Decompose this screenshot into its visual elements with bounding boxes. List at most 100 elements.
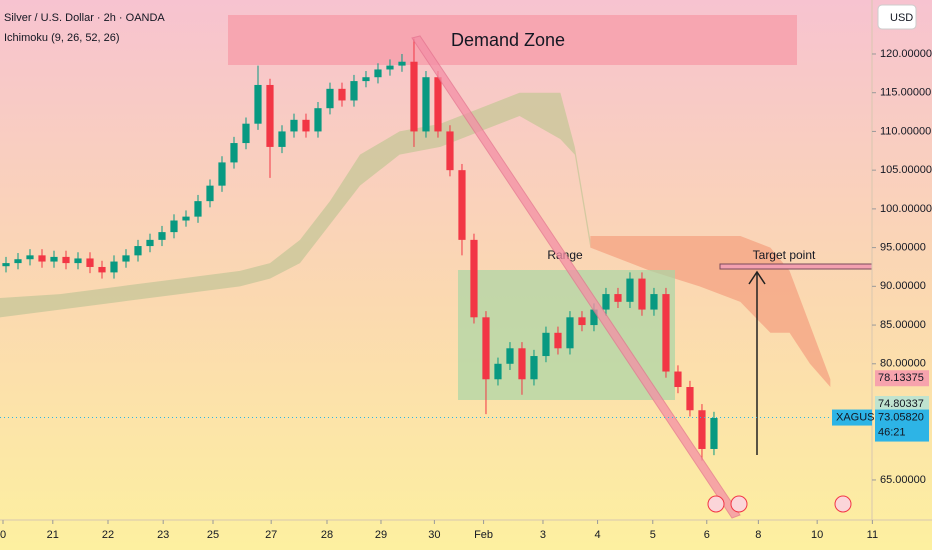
candle-body [146, 239, 154, 247]
x-tick-label: 10 [811, 529, 823, 541]
candle-body [614, 294, 622, 302]
candle-body [62, 256, 70, 264]
candle-body [266, 84, 274, 147]
x-tick-label: 29 [375, 529, 387, 541]
indicator-label: Ichimoku (9, 26, 52, 26) [4, 32, 120, 44]
countdown-label: 46:21 [878, 426, 906, 438]
x-tick-label: 4 [595, 529, 601, 541]
target-line [719, 263, 873, 270]
candle-body [326, 88, 334, 109]
y-tick-label: 65.00000 [880, 474, 926, 486]
x-tick-label: 30 [428, 529, 440, 541]
candle-body [482, 317, 490, 380]
candle-body [290, 119, 298, 132]
candle-body [14, 259, 22, 264]
candle-body [590, 309, 598, 326]
candle-body [86, 258, 94, 267]
candle-body [74, 258, 82, 264]
demand-zone [228, 15, 797, 65]
candle-body [110, 261, 118, 273]
x-tick-label: 23 [157, 529, 169, 541]
demand-zone-label: Demand Zone [451, 30, 565, 50]
candle-body [602, 294, 610, 310]
candle-body [206, 185, 214, 202]
y-tick-label: 100.00000 [880, 203, 932, 215]
x-tick-label: 11 [867, 529, 878, 541]
trendline [411, 35, 741, 519]
y-tick-label: 120.00000 [880, 48, 932, 60]
candle-body [662, 294, 670, 372]
x-tick-label: 6 [704, 529, 710, 541]
candle-body [122, 255, 130, 262]
y-tick-label: 105.00000 [880, 164, 932, 176]
y-axis-label: USD [890, 12, 913, 24]
candle-body [158, 232, 166, 240]
candle-body [194, 201, 202, 217]
x-tick-label: Feb [474, 529, 493, 541]
x-tick-label: 21 [47, 529, 59, 541]
candle-body [434, 77, 442, 132]
event-icon[interactable] [730, 495, 748, 513]
candle-body [638, 278, 646, 310]
x-tick-label: 5 [650, 529, 656, 541]
target-label: Target point [753, 248, 816, 262]
x-tick-label: 8 [755, 529, 761, 541]
x-tick-label: 3 [540, 529, 546, 541]
cloud-area [590, 235, 831, 388]
x-tick-label: 22 [102, 529, 114, 541]
candle-body [398, 61, 406, 66]
price-label-box [875, 370, 929, 387]
symbol-box [832, 409, 872, 426]
x-tick-label: 25 [207, 529, 219, 541]
x-tick-label: 28 [321, 529, 333, 541]
candle-body [494, 363, 502, 380]
candle-body [410, 61, 418, 132]
candle-body [686, 387, 694, 411]
candle-body [470, 239, 478, 318]
y-tick-label: 115.00000 [880, 87, 931, 99]
candle-body [38, 255, 46, 262]
candle-body [458, 170, 466, 240]
candle-body [506, 348, 514, 364]
currency-box[interactable] [877, 4, 917, 30]
candle-body [674, 371, 682, 388]
chart-title: Silver / U.S. Dollar · 2h · OANDA [4, 12, 165, 24]
candle-body [578, 317, 586, 326]
candle-body [362, 77, 370, 82]
candle-body [278, 131, 286, 147]
candle-body [338, 88, 346, 101]
candle-body [350, 81, 358, 101]
candle-body [170, 220, 178, 233]
candle-body [134, 246, 142, 256]
x-tick-label: 0 [0, 529, 6, 541]
event-icon[interactable] [834, 495, 852, 513]
candle-body [50, 256, 58, 262]
candle-body [650, 294, 658, 310]
candle-body [2, 263, 10, 267]
candle-body [98, 266, 106, 273]
y-tick-label: 90.00000 [880, 280, 926, 292]
price-label-box [875, 396, 929, 413]
candle-body [314, 108, 322, 132]
symbol-label: XAGUSD [836, 411, 883, 423]
target-arrow-head [748, 270, 766, 285]
candle-body [302, 119, 310, 132]
candle-body [374, 69, 382, 78]
candle-body [26, 255, 34, 260]
x-tick-label: 27 [265, 529, 277, 541]
candle-body [422, 77, 430, 132]
candle-body [542, 332, 550, 357]
candle-body [566, 317, 574, 349]
candle-body [554, 332, 562, 349]
candle-body [218, 162, 226, 186]
event-icon[interactable] [707, 495, 725, 513]
candles [2, 38, 718, 461]
price-label: 78.13375 [878, 372, 924, 384]
price-label: 74.80337 [878, 398, 924, 410]
candle-body [518, 348, 526, 380]
current-price-box [875, 409, 929, 442]
y-tick-label: 80.00000 [880, 358, 926, 370]
candle-body [698, 410, 706, 449]
